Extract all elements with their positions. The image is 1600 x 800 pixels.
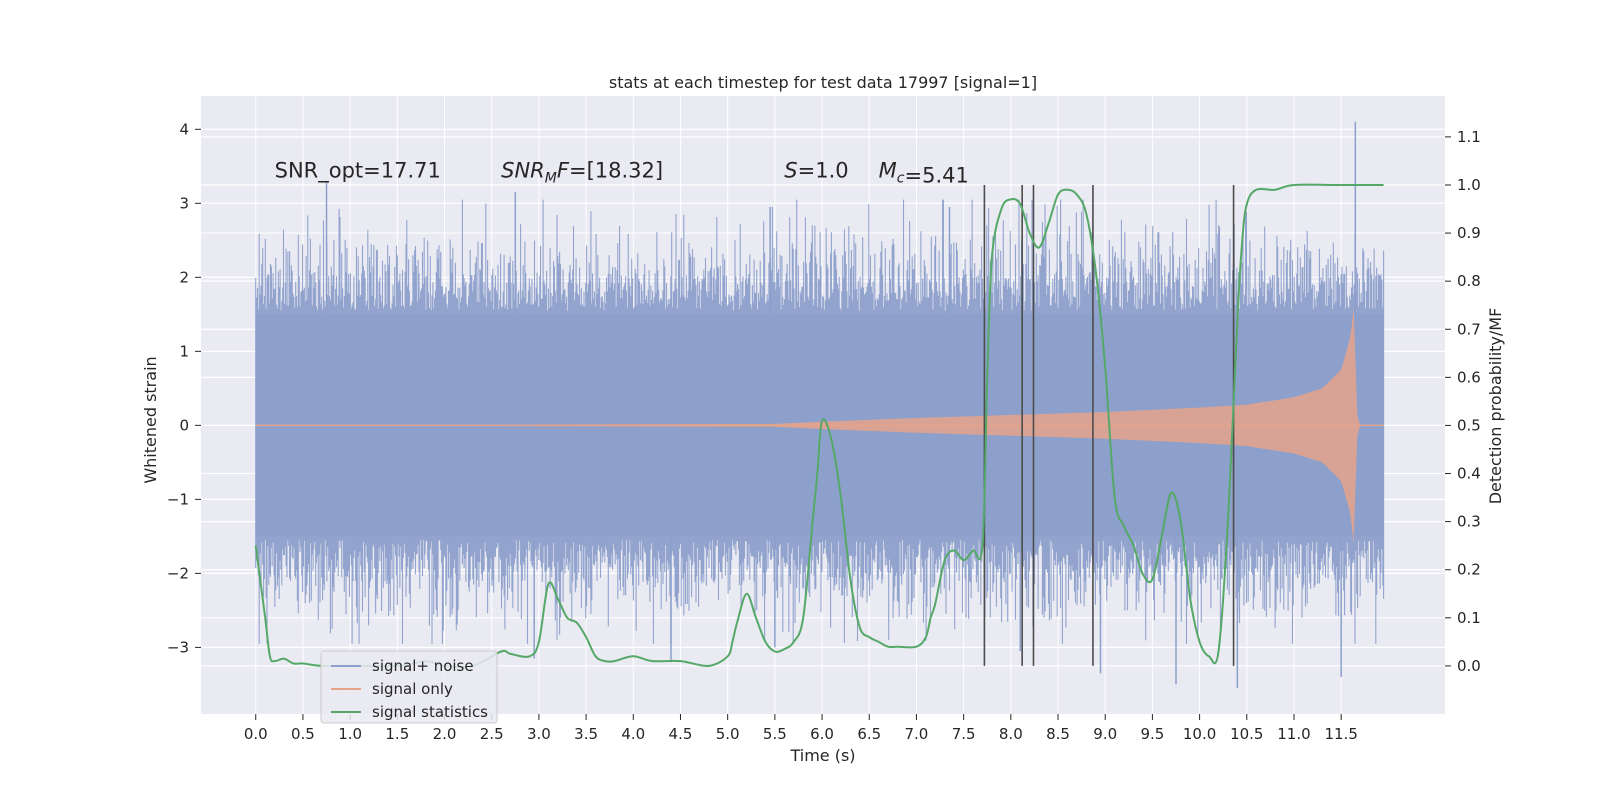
x-tick-label: 8.5 [1046,725,1070,743]
x-tick-label: 2.0 [433,725,457,743]
x-tick-label: 10.0 [1183,725,1216,743]
x-tick-label: 7.0 [905,725,929,743]
x-tick-label: 7.5 [952,725,976,743]
y-axis-label-left: Whitened strain [141,356,160,483]
y-right-tick-label: 0.5 [1457,416,1481,434]
annotation-mc-value: Mc=5.41 [879,158,969,187]
y-right-tick-label: 0.9 [1457,224,1481,242]
y-left-tick-label: 3 [179,194,189,212]
x-tick-label: 4.5 [669,725,693,743]
y-left-tick-label: −2 [167,564,189,582]
x-tick-label: 11.5 [1324,725,1357,743]
y-right-tick-label: 0.3 [1457,513,1481,531]
x-axis-label: Time (s) [789,746,855,765]
annotation-snr-mf: SNRMF=[18.32] [501,158,663,186]
x-tick-label: 3.0 [527,725,551,743]
y-left-tick-label: 0 [179,416,189,434]
x-tick-label: 4.0 [621,725,645,743]
annotation-snr-opt: SNR_opt=17.71 [275,158,441,183]
y-left-tick-label: 2 [179,268,189,286]
y-right-tick-label: 0.4 [1457,465,1481,483]
signal-layer [255,307,1384,544]
x-tick-label: 1.5 [385,725,409,743]
x-tick-label: 0.5 [291,725,315,743]
x-tick-label: 11.0 [1277,725,1310,743]
x-tick-label: 3.5 [574,725,598,743]
axes-layer: 0.0 0.5 1.0 1.5 2.0 2.5 3.0 3.5 4.0 4.5 5.0 5.5 6.0 6… [167,120,1481,743]
x-tick-label: 6.0 [810,725,834,743]
legend: signal+ noise signal only signal statistic… [320,650,498,724]
y-right-tick-label: 0.2 [1457,561,1481,579]
y-right-tick-label: 0.8 [1457,272,1481,290]
y-right-tick-label: 0.0 [1457,657,1481,675]
y-left-tick-label: −3 [167,638,189,656]
x-tick-label: 6.5 [857,725,881,743]
x-tick-label: 10.5 [1230,725,1263,743]
x-tick-label: 9.0 [1093,725,1117,743]
y-right-tick-label: 0.1 [1457,609,1481,627]
signal-statistics-line [254,183,1384,669]
x-tick-label: 9.5 [1140,725,1164,743]
x-tick-label: 5.0 [716,725,740,743]
x-tick-label: 2.5 [480,725,504,743]
x-tick-label: 8.0 [999,725,1023,743]
y-left-tick-label: 1 [179,342,189,360]
annotation-s-value: S=1.0 [784,158,848,182]
y-right-tick-label: 1.0 [1457,176,1481,194]
chart-title: stats at each timestep for test data 179… [609,73,1037,92]
y-right-tick-label: 0.6 [1457,368,1481,386]
x-tick-label: 0.0 [244,725,268,743]
annotations: SNR_opt=17.71 SNRMF=[18.32] S=1.0 Mc=5.41 [275,158,969,187]
x-tick-label: 1.0 [338,725,362,743]
legend-label: signal+ noise [372,657,474,675]
legend-box [320,650,498,724]
y-axis-label-right: Detection probability/MF [1486,308,1505,505]
y-left-tick-label: 4 [179,120,189,138]
y-left-tick-label: −1 [167,490,189,508]
stats-layer [254,183,1384,669]
legend-label: signal statistics [372,703,488,721]
y-right-tick-label: 1.1 [1457,128,1481,146]
legend-label: signal only [372,680,453,698]
y-right-tick-label: 0.7 [1457,320,1481,338]
x-tick-label: 5.5 [763,725,787,743]
legend-entries: signal+ noise signal only signal statistic… [331,657,488,721]
